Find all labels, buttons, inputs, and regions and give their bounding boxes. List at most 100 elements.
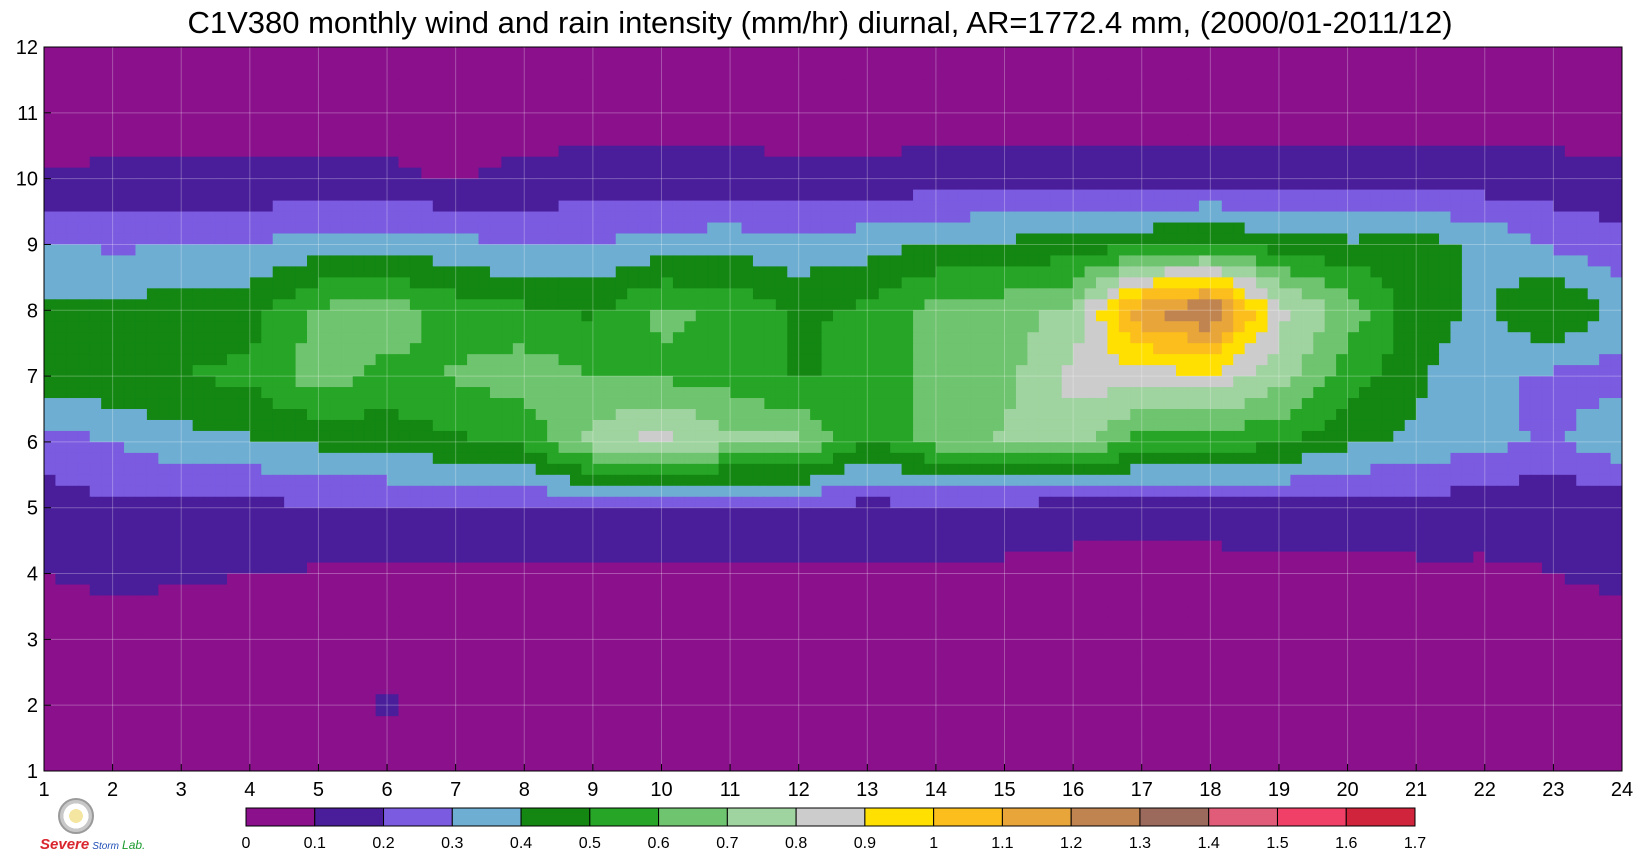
heat-cell [1015, 200, 1028, 213]
heat-cell [1587, 101, 1600, 114]
heat-cell [444, 354, 457, 366]
heat-cell [890, 299, 903, 311]
heat-cell [352, 430, 365, 443]
heat-cell [1267, 398, 1280, 410]
heat-cell [181, 255, 194, 267]
heat-cell [775, 419, 788, 432]
heat-cell [398, 79, 411, 92]
heat-cell [547, 376, 560, 388]
heat-cell [947, 189, 960, 202]
heat-cell [1278, 189, 1291, 202]
heat-cell [192, 145, 205, 158]
heat-cell [1484, 178, 1497, 191]
heat-cell [1496, 200, 1509, 213]
heat-cell [1610, 145, 1622, 158]
heat-cell [512, 266, 525, 278]
heat-cell [730, 156, 743, 169]
heat-cell [1416, 277, 1429, 289]
heat-cell [650, 266, 663, 278]
heat-cell [512, 244, 525, 257]
heat-cell [798, 343, 811, 355]
heat-cell [478, 112, 491, 125]
heat-cell [409, 134, 422, 147]
heat-cell [981, 200, 994, 213]
heat-cell [387, 354, 400, 366]
heat-cell [1015, 365, 1028, 377]
heat-cell [901, 200, 914, 213]
heat-cell [1267, 343, 1280, 355]
heat-cell [833, 211, 846, 224]
heat-cell [1210, 398, 1223, 410]
heat-cell [192, 167, 205, 180]
heat-cell [993, 145, 1006, 158]
heat-cell [1450, 145, 1463, 158]
heat-cell [1496, 321, 1509, 333]
heat-cell [1347, 123, 1360, 136]
heat-cell [981, 134, 994, 147]
heat-cell [1336, 310, 1349, 322]
heat-cell [124, 222, 137, 235]
heat-cell [1107, 244, 1120, 257]
heat-cell [284, 57, 297, 70]
heat-cell [1164, 233, 1177, 246]
heat-cell [284, 255, 297, 267]
heat-cell [55, 321, 68, 333]
heat-cell [112, 398, 125, 410]
heat-cell [1130, 211, 1143, 224]
heat-cell [1084, 277, 1097, 289]
heat-cell [1496, 398, 1509, 410]
heat-cell [1015, 123, 1028, 136]
heat-cell [1278, 156, 1291, 169]
heat-cell [1096, 134, 1109, 147]
heat-cell [78, 167, 91, 180]
heat-cell [146, 90, 159, 103]
heat-cell [695, 167, 708, 180]
heat-cell [1461, 354, 1474, 366]
heat-cell [1393, 266, 1406, 278]
heat-cell [1221, 57, 1234, 70]
heat-cell [1118, 57, 1131, 70]
heat-cell [375, 90, 388, 103]
heat-cell [1564, 189, 1577, 202]
heat-cell [1416, 145, 1429, 158]
heat-cell [89, 277, 102, 289]
heat-cell [455, 376, 468, 388]
heat-cell [1496, 145, 1509, 158]
heat-cell [1587, 112, 1600, 125]
heat-cell [810, 430, 823, 443]
heat-cell [1370, 112, 1383, 125]
heat-cell [1015, 277, 1028, 289]
heat-cell [993, 79, 1006, 92]
heat-cell [684, 167, 697, 180]
heat-cell [341, 145, 354, 158]
heat-cell [1496, 211, 1509, 224]
heat-cell [1221, 255, 1234, 267]
heat-cell [307, 299, 320, 311]
heat-cell [169, 200, 182, 213]
heat-cell [650, 310, 663, 322]
heat-cell [1130, 79, 1143, 92]
heat-cell [1027, 134, 1040, 147]
heat-cell [375, 332, 388, 344]
heat-cell [318, 90, 331, 103]
heat-cell [66, 222, 79, 235]
heat-cell [1507, 332, 1520, 344]
heat-cell [718, 376, 731, 388]
heat-cell [55, 178, 68, 191]
heat-cell [821, 167, 834, 180]
heat-cell [695, 68, 708, 81]
heat-cell [821, 244, 834, 257]
heat-cell [1461, 123, 1474, 136]
heat-cell [1004, 299, 1017, 311]
heat-cell [878, 409, 891, 421]
heat-cell [1553, 255, 1566, 267]
heat-cell [1359, 79, 1372, 92]
heat-cell [890, 47, 903, 59]
heat-cell [615, 321, 628, 333]
heat-cell [1176, 299, 1189, 311]
heat-cell [935, 430, 948, 443]
heat-cell [615, 123, 628, 136]
heat-cell [1576, 123, 1589, 136]
heat-cell [501, 376, 514, 388]
heat-cell [1176, 244, 1189, 257]
